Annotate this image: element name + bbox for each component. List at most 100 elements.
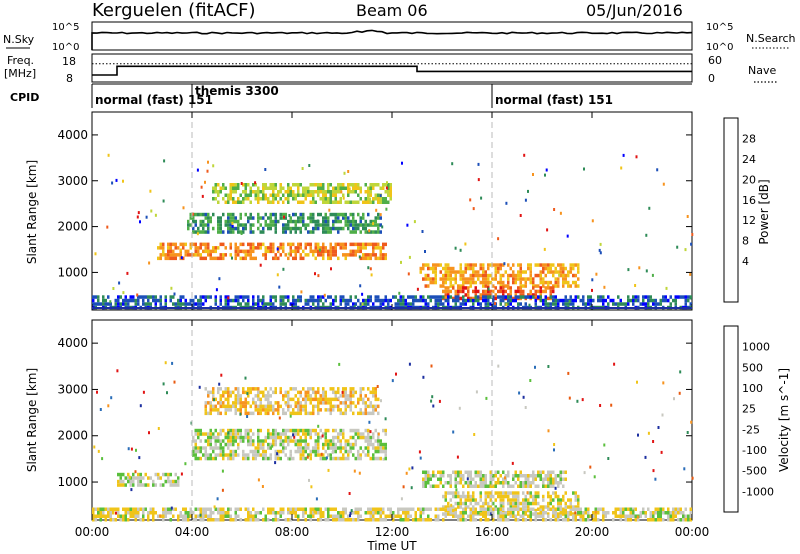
echo-cell — [492, 474, 495, 478]
echo-cell — [204, 404, 207, 409]
echo-cell — [529, 501, 532, 506]
echo-cell — [294, 183, 297, 187]
echo-cell — [154, 213, 157, 217]
echo-cell — [227, 193, 230, 197]
echo-cell — [522, 277, 525, 281]
echo-cell — [612, 518, 615, 522]
echo-cell — [277, 408, 280, 412]
echo-cell — [617, 507, 620, 511]
echo-cell — [542, 484, 545, 488]
echo-cell — [559, 470, 562, 474]
cpid-mode-label: normal (fast) 151 — [495, 93, 613, 107]
echo-cell — [307, 390, 310, 395]
echo-cell — [312, 212, 315, 217]
echo-cell — [122, 507, 125, 511]
echo-cell — [517, 511, 520, 515]
echo-cell — [462, 484, 465, 488]
echo-cell — [264, 256, 267, 261]
echo-cell — [552, 263, 555, 267]
echo-cell — [229, 404, 232, 409]
echo-cell — [279, 439, 282, 443]
echo-cell — [309, 456, 312, 461]
echo-cell — [219, 442, 222, 447]
echo-cell — [272, 246, 275, 250]
echo-cell — [329, 442, 332, 447]
echo-cell — [404, 507, 407, 511]
echo-cell — [207, 246, 210, 250]
echo-cell — [474, 295, 477, 299]
echo-cell — [184, 298, 187, 303]
echo-cell — [367, 387, 370, 391]
echo-cell — [272, 511, 275, 515]
echo-cell — [170, 506, 173, 510]
echo-cell — [358, 255, 361, 259]
echo-cell — [287, 401, 290, 405]
echo-cell — [219, 449, 222, 454]
echo-cell — [484, 293, 487, 297]
echo-cell — [427, 470, 430, 474]
echo-cell — [372, 394, 375, 398]
echo-cell — [142, 511, 145, 515]
echo-cell — [332, 186, 335, 190]
echo-cell — [199, 456, 202, 461]
echo-cell — [532, 280, 535, 285]
echo-cell — [459, 501, 462, 506]
nave-tick-bottom: 0 — [708, 72, 715, 85]
echo-cell — [332, 387, 335, 391]
echo-cell — [224, 442, 227, 447]
echo-cell — [582, 518, 585, 522]
echo-cell — [564, 302, 567, 306]
echo-cell — [364, 242, 367, 247]
echo-cell — [237, 432, 240, 436]
echo-cell — [257, 439, 260, 443]
power-echoes — [92, 153, 694, 310]
echo-cell — [194, 302, 197, 306]
echo-cell — [553, 208, 556, 211]
echo-cell — [237, 387, 240, 391]
echo-cell — [304, 394, 307, 398]
echo-cell — [124, 295, 127, 299]
echo-cell — [234, 432, 237, 436]
echo-cell — [184, 514, 187, 518]
echo-cell — [247, 197, 250, 201]
echo-cell — [449, 273, 452, 278]
echo-cell — [314, 183, 317, 187]
echo-cell — [107, 295, 110, 299]
echo-cell — [568, 396, 571, 400]
echo-cell — [119, 514, 122, 518]
echo-cell — [324, 390, 327, 395]
echo-cell — [512, 505, 515, 509]
echo-cell — [302, 449, 305, 454]
echo-cell — [444, 286, 447, 290]
echo-cell — [424, 284, 427, 288]
echo-cell — [329, 507, 332, 511]
echo-cell — [482, 266, 485, 271]
echo-cell — [249, 200, 252, 204]
echo-cell — [619, 518, 622, 522]
echo-cell — [249, 439, 252, 443]
echo-cell — [572, 273, 575, 278]
echo-cell — [484, 302, 487, 306]
echo-cell — [249, 226, 252, 231]
echo-cell — [312, 390, 315, 395]
echo-cell — [279, 514, 282, 518]
echo-cell — [312, 197, 315, 201]
echo-cell — [127, 479, 130, 484]
echo-cell — [514, 491, 517, 495]
echo-cell — [262, 390, 265, 395]
echo-cell — [469, 514, 472, 518]
nsky-right-tick-top: 10^5 — [706, 22, 733, 33]
echo-cell — [499, 491, 502, 495]
echo-cell — [444, 481, 447, 485]
echo-cell — [269, 446, 272, 450]
echo-cell — [409, 507, 412, 511]
echo-cell — [554, 507, 557, 511]
echo-cell — [384, 417, 387, 421]
echo-cell — [277, 432, 280, 436]
echo-cell — [214, 518, 217, 522]
echo-cell — [354, 302, 357, 306]
echo-cell — [279, 242, 282, 247]
echo-cell — [312, 302, 315, 306]
echo-cell — [594, 510, 597, 514]
echo-cell — [197, 249, 200, 254]
